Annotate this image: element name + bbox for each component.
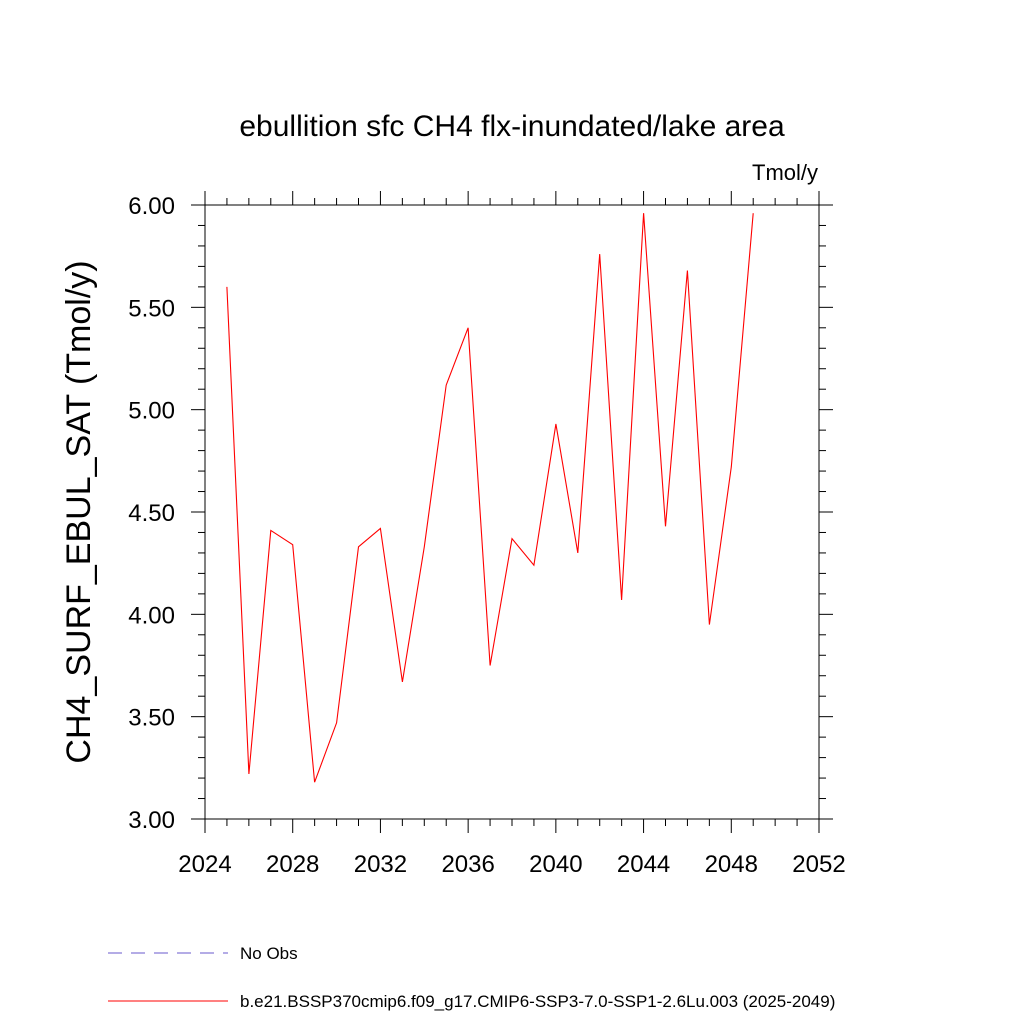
plot-frame (204, 204, 820, 820)
major-ticks (191, 191, 833, 833)
y-tick-label: 3.00 (128, 807, 175, 834)
y-tick-labels: 3.00 3.50 4.00 4.50 5.00 5.50 6.00 (128, 193, 175, 834)
legend-label-model: b.e21.BSSP370cmip6.f09_g17.CMIP6-SSP3-7.… (240, 992, 835, 1011)
x-tick-labels: 2024 2028 2032 2036 2040 2044 2048 2052 (178, 851, 845, 878)
y-axis-label: CH4_SURF_EBUL_SAT (Tmol/y) (60, 260, 98, 763)
x-tick-label: 2052 (792, 851, 845, 878)
y-tick-label: 5.00 (128, 398, 175, 425)
y-tick-label: 5.50 (128, 295, 175, 322)
x-tick-label: 2036 (441, 851, 494, 878)
x-tick-label: 2028 (266, 851, 319, 878)
y-tick-label: 3.50 (128, 705, 175, 732)
plot-area (204, 204, 820, 820)
legend-label-no-obs: No Obs (240, 944, 298, 963)
series-lines (226, 213, 754, 783)
chart-title: ebullition sfc CH4 flx-inundated/lake ar… (239, 110, 785, 143)
units-label: Tmol/y (752, 160, 818, 185)
y-tick-label: 4.00 (128, 602, 175, 629)
y-tick-label: 6.00 (128, 193, 175, 220)
x-tick-label: 2044 (617, 851, 670, 878)
minor-ticks (198, 198, 826, 826)
y-tick-label: 4.50 (128, 500, 175, 527)
x-tick-label: 2032 (354, 851, 407, 878)
series-line-1 (226, 213, 754, 783)
x-tick-label: 2048 (705, 851, 758, 878)
x-tick-label: 2024 (178, 851, 231, 878)
x-tick-label: 2040 (529, 851, 582, 878)
legend: No Obs b.e21.BSSP370cmip6.f09_g17.CMIP6-… (108, 944, 835, 1011)
